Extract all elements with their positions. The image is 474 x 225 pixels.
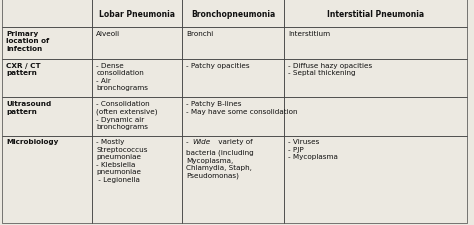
Bar — [284, 28, 467, 60]
Text: Microbiology: Microbiology — [6, 139, 58, 145]
Text: Lobar Pneumonia: Lobar Pneumonia — [100, 10, 175, 18]
Text: CXR / CT
pattern: CXR / CT pattern — [6, 62, 41, 76]
Text: Ultrasound
pattern: Ultrasound pattern — [6, 101, 51, 114]
Bar — [182, 136, 284, 223]
Bar — [182, 28, 284, 60]
Text: -: - — [186, 139, 191, 145]
Text: Bronchi: Bronchi — [186, 31, 213, 37]
Bar — [92, 28, 182, 60]
Text: - Dense
consolidation
- Air
bronchograms: - Dense consolidation - Air bronchograms — [96, 62, 148, 91]
Bar — [92, 0, 182, 28]
Bar — [2, 136, 92, 223]
Text: - Viruses
- PJP
- Mycoplasma: - Viruses - PJP - Mycoplasma — [288, 139, 338, 160]
Text: - Patchy B-lines
- May have some consolidation: - Patchy B-lines - May have some consoli… — [186, 101, 298, 114]
Text: - Patchy opacities: - Patchy opacities — [186, 62, 250, 68]
Bar — [284, 0, 467, 28]
Text: Alveoli: Alveoli — [96, 31, 120, 37]
Bar — [182, 98, 284, 136]
Bar — [182, 60, 284, 98]
Bar — [182, 0, 284, 28]
Bar — [2, 60, 92, 98]
Bar — [92, 60, 182, 98]
Bar — [2, 0, 92, 28]
Text: variety of: variety of — [216, 139, 253, 145]
Text: - Diffuse hazy opacities
- Septal thickening: - Diffuse hazy opacities - Septal thicke… — [288, 62, 373, 76]
Bar — [284, 98, 467, 136]
Text: Primary
location of
infection: Primary location of infection — [6, 31, 49, 52]
Bar — [2, 28, 92, 60]
Text: - Mostly
Streptococcus
pneumoniae
- Klebsiella
pneumoniae
 - Legionella: - Mostly Streptococcus pneumoniae - Kleb… — [96, 139, 148, 182]
Bar — [284, 60, 467, 98]
Bar — [92, 136, 182, 223]
Bar — [2, 98, 92, 136]
Bar — [92, 98, 182, 136]
Text: Interstitium: Interstitium — [288, 31, 330, 37]
Text: Wide: Wide — [192, 139, 211, 145]
Text: Bronchopneumonia: Bronchopneumonia — [191, 10, 275, 18]
Text: bacteria (including
Mycoplasma,
Chlamydia, Staph,
Pseudomonas): bacteria (including Mycoplasma, Chlamydi… — [186, 149, 254, 178]
Bar — [284, 136, 467, 223]
Text: Interstitial Pneumonia: Interstitial Pneumonia — [327, 10, 424, 18]
Text: - Consolidation
(often extensive)
- Dynamic air
bronchograms: - Consolidation (often extensive) - Dyna… — [96, 101, 158, 129]
